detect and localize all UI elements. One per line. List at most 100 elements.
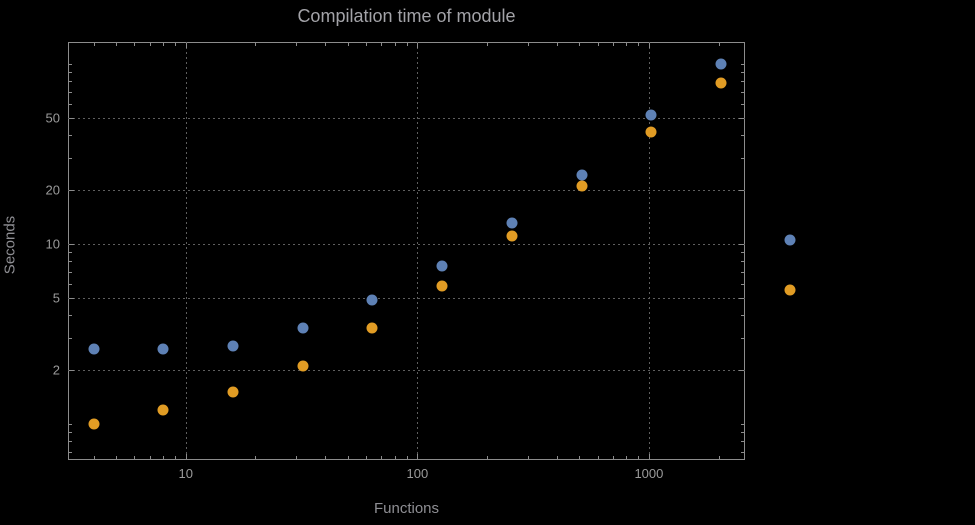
- data-point-blue: [297, 322, 309, 334]
- y-tick-mark: [69, 451, 72, 453]
- y-gridline: [68, 297, 745, 299]
- x-tick-mark: [597, 43, 599, 46]
- x-tick-mark: [648, 43, 650, 48]
- data-point-blue: [436, 260, 448, 272]
- y-gridline: [68, 369, 745, 371]
- y-tick-mark: [741, 423, 744, 425]
- x-tick-mark: [93, 43, 95, 46]
- y-tick-mark: [741, 91, 744, 93]
- data-point-blue: [366, 294, 378, 306]
- x-tick-mark: [527, 456, 529, 459]
- y-tick-label: 20: [45, 182, 60, 198]
- x-tick-mark: [406, 43, 408, 46]
- data-point-blue: [157, 343, 169, 355]
- y-tick-mark: [741, 441, 744, 443]
- x-tick-mark: [116, 456, 118, 459]
- y-gridline: [68, 189, 745, 191]
- x-tick-mark: [134, 43, 136, 46]
- y-tick-mark: [69, 81, 72, 83]
- x-tick-mark: [185, 454, 187, 459]
- y-tick-mark: [69, 297, 74, 299]
- y-tick-mark: [741, 81, 744, 83]
- x-gridline: [648, 42, 650, 460]
- y-tick-label: 5: [52, 290, 60, 306]
- data-point-blue: [506, 217, 518, 229]
- plot-frame: [68, 42, 745, 460]
- y-tick-mark: [69, 135, 72, 137]
- y-tick-mark: [69, 261, 72, 263]
- y-tick-label: 10: [45, 236, 60, 252]
- x-tick-mark: [613, 456, 615, 459]
- y-tick-mark: [69, 337, 72, 339]
- x-tick-mark: [93, 456, 95, 459]
- y-tick-mark: [69, 189, 74, 191]
- x-tick-mark: [365, 456, 367, 459]
- y-tick-mark: [69, 157, 72, 159]
- data-point-orange: [436, 280, 448, 292]
- y-tick-mark: [739, 243, 744, 245]
- y-tick-mark: [741, 432, 744, 434]
- x-tick-mark: [347, 456, 349, 459]
- y-tick-mark: [69, 117, 74, 119]
- y-tick-mark: [69, 283, 72, 285]
- y-tick-mark: [741, 103, 744, 105]
- x-tick-mark: [134, 456, 136, 459]
- x-tick-mark: [406, 456, 408, 459]
- x-tick-mark: [163, 43, 165, 46]
- y-tick-mark: [69, 103, 72, 105]
- y-tick-mark: [741, 451, 744, 453]
- x-tick-mark: [381, 43, 383, 46]
- x-tick-mark: [417, 43, 419, 48]
- y-tick-mark: [69, 423, 72, 425]
- x-tick-label: 1000: [634, 466, 664, 481]
- x-tick-mark: [394, 43, 396, 46]
- data-point-orange: [227, 386, 239, 398]
- x-tick-mark: [175, 456, 177, 459]
- legend-marker-orange: [784, 284, 796, 296]
- data-point-orange: [88, 418, 100, 430]
- y-tick-label: 50: [45, 110, 60, 126]
- y-tick-mark: [69, 315, 72, 317]
- y-tick-label: 2: [52, 362, 60, 378]
- y-tick-mark: [69, 441, 72, 443]
- x-tick-mark: [163, 456, 165, 459]
- y-tick-mark: [741, 71, 744, 73]
- y-tick-mark: [741, 157, 744, 159]
- x-tick-mark: [527, 43, 529, 46]
- y-tick-mark: [69, 243, 74, 245]
- x-tick-mark: [556, 43, 558, 46]
- x-tick-mark: [718, 456, 720, 459]
- x-tick-mark: [556, 456, 558, 459]
- x-tick-mark: [296, 456, 298, 459]
- x-tick-mark: [255, 456, 257, 459]
- y-tick-mark: [739, 189, 744, 191]
- y-tick-mark: [741, 283, 744, 285]
- y-tick-mark: [69, 432, 72, 434]
- y-tick-mark: [69, 252, 72, 254]
- x-tick-mark: [296, 43, 298, 46]
- x-tick-mark: [175, 43, 177, 46]
- y-tick-mark: [741, 271, 744, 273]
- x-tick-label: 100: [406, 466, 429, 481]
- x-gridline: [185, 42, 187, 460]
- y-tick-mark: [69, 63, 72, 65]
- data-point-orange: [297, 360, 309, 372]
- x-tick-mark: [325, 43, 327, 46]
- y-tick-mark: [741, 337, 744, 339]
- y-tick-mark: [69, 71, 72, 73]
- y-tick-mark: [739, 297, 744, 299]
- y-gridline: [68, 243, 745, 245]
- y-tick-mark: [69, 91, 72, 93]
- x-tick-mark: [255, 43, 257, 46]
- y-tick-mark: [741, 315, 744, 317]
- data-point-orange: [506, 230, 518, 242]
- x-tick-mark: [613, 43, 615, 46]
- x-tick-mark: [325, 456, 327, 459]
- x-tick-mark: [417, 454, 419, 459]
- y-gridline: [68, 117, 745, 119]
- x-tick-mark: [638, 43, 640, 46]
- x-tick-mark: [626, 43, 628, 46]
- x-tick-mark: [718, 43, 720, 46]
- x-tick-mark: [626, 456, 628, 459]
- x-tick-mark: [116, 43, 118, 46]
